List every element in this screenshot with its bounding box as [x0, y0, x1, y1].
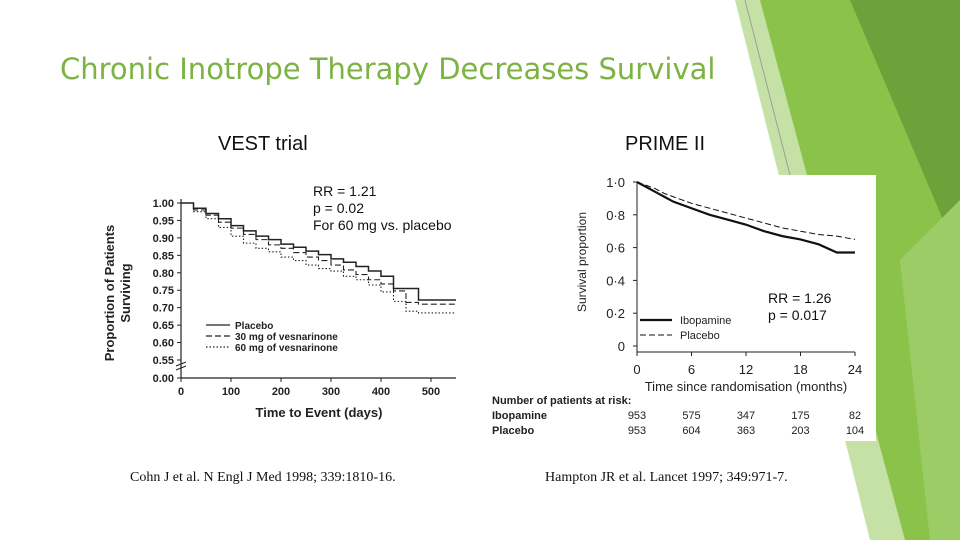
prime-x-tick-label: 12	[739, 362, 753, 377]
vest-series-line	[181, 202, 456, 301]
prime-risk-value: 363	[737, 425, 755, 437]
prime-legend-label: Placebo	[680, 330, 720, 342]
prime-legend-label: Ibopamine	[680, 315, 731, 327]
prime-rr: RR = 1.26	[768, 290, 832, 306]
vest-citation: Cohn J et al. N Engl J Med 1998; 339:181…	[130, 470, 396, 485]
vest-heading: VEST trial	[218, 133, 308, 155]
prime-y-tick-label: 0·8	[606, 208, 625, 223]
vest-y-tick-label: 1.00	[153, 198, 174, 210]
prime-heading: PRIME II	[625, 133, 706, 155]
prime-y-tick-label: 0·6	[606, 241, 625, 256]
vest-x-tick-label: 300	[322, 386, 340, 398]
vest-x-tick-label: 500	[422, 386, 440, 398]
prime-x-tick-label: 24	[848, 362, 862, 377]
slide-title: Chronic Inotrope Therapy Decreases Survi…	[60, 52, 716, 86]
vest-series-line	[181, 202, 456, 305]
prime-figure-panel	[490, 175, 876, 441]
prime-risk-row-label: Placebo	[492, 425, 534, 437]
vest-legend-label: Placebo	[235, 321, 273, 332]
vest-y-tick-label: 0.65	[153, 320, 174, 332]
prime-risk-value: 104	[846, 425, 864, 437]
prime-risk-value: 82	[849, 410, 861, 422]
vest-xlabel: Time to Event (days)	[256, 405, 383, 420]
prime-risk-value: 953	[628, 410, 646, 422]
vest-axis-break	[175, 361, 187, 371]
prime-stats: RR = 1.26 p = 0.017	[768, 290, 831, 324]
prime-risk-row-label: Ibopamine	[492, 410, 547, 422]
prime-y-tick-label: 1·0	[606, 175, 625, 190]
prime-y-tick-label: 0	[618, 339, 625, 354]
vest-ylabel: Proportion of PatientsSurviving	[102, 225, 133, 362]
vest-stats: RR = 1.21 p = 0.02 For 60 mg vs. placebo	[313, 183, 452, 234]
prime-ylabel: Survival proportion	[575, 212, 589, 312]
vest-y-tick-label: 0.70	[153, 303, 174, 315]
vest-series-line	[181, 202, 456, 314]
prime-y-tick-label: 0·2	[606, 306, 625, 321]
vest-y-tick-label: 0.90	[153, 233, 174, 245]
prime-xlabel: Time since randomisation (months)	[645, 379, 848, 394]
prime-risk-value: 604	[682, 425, 700, 437]
vest-survival-chart: Proportion of PatientsSurviving 1.00 0.95…	[102, 198, 456, 420]
prime-series-line	[636, 181, 856, 240]
accent-shape-dark	[850, 0, 960, 260]
vest-x-tick-label: 400	[372, 386, 390, 398]
vest-x-tick-label: 0	[178, 386, 184, 398]
accent-line	[744, 0, 791, 176]
vest-y-tick-label: 0.80	[153, 268, 174, 280]
prime-x-tick-label: 18	[793, 362, 807, 377]
prime-y-tick-label: 0·4	[606, 273, 625, 288]
vest-comparison: For 60 mg vs. placebo	[313, 217, 452, 233]
prime-risk-value: 175	[791, 410, 809, 422]
prime-citation: Hampton JR et al. Lancet 1997; 349:971-7…	[545, 470, 788, 485]
accent-shape-lower	[900, 200, 960, 540]
vest-ylabel-line2: Surviving	[118, 263, 133, 322]
prime-x-tick-label: 0	[633, 362, 640, 377]
vest-rr: RR = 1.21	[313, 183, 377, 199]
prime-survival-chart: Survival proportion 1·0 0·8 0·6 0·4 0·2 00 6 12…	[492, 175, 864, 437]
vest-y-tick-label: 0.00	[153, 373, 174, 385]
vest-y-tick-label: 0.95	[153, 215, 174, 227]
vest-p: p = 0.02	[313, 200, 364, 216]
prime-risk-value: 575	[682, 410, 700, 422]
vest-legend-label: 60 mg of vesnarinone	[235, 343, 338, 354]
prime-x-tick-label: 6	[688, 362, 695, 377]
vest-y-tick-label: 0.55	[153, 355, 174, 367]
prime-risk-header: Number of patients at risk:	[492, 395, 631, 407]
vest-y-tick-label: 0.75	[153, 285, 174, 297]
vest-ylabel-line1: Proportion of Patients	[102, 225, 117, 362]
vest-y-tick-label: 0.60	[153, 338, 174, 350]
prime-risk-value: 953	[628, 425, 646, 437]
prime-risk-value: 203	[791, 425, 809, 437]
prime-risk-value: 347	[737, 410, 755, 422]
prime-series-line	[636, 181, 855, 254]
vest-x-tick-label: 100	[222, 386, 240, 398]
vest-legend-label: 30 mg of vesnarinone	[235, 332, 338, 343]
prime-p: p = 0.017	[768, 307, 827, 323]
vest-x-tick-label: 200	[272, 386, 290, 398]
vest-y-tick-label: 0.85	[153, 250, 174, 262]
